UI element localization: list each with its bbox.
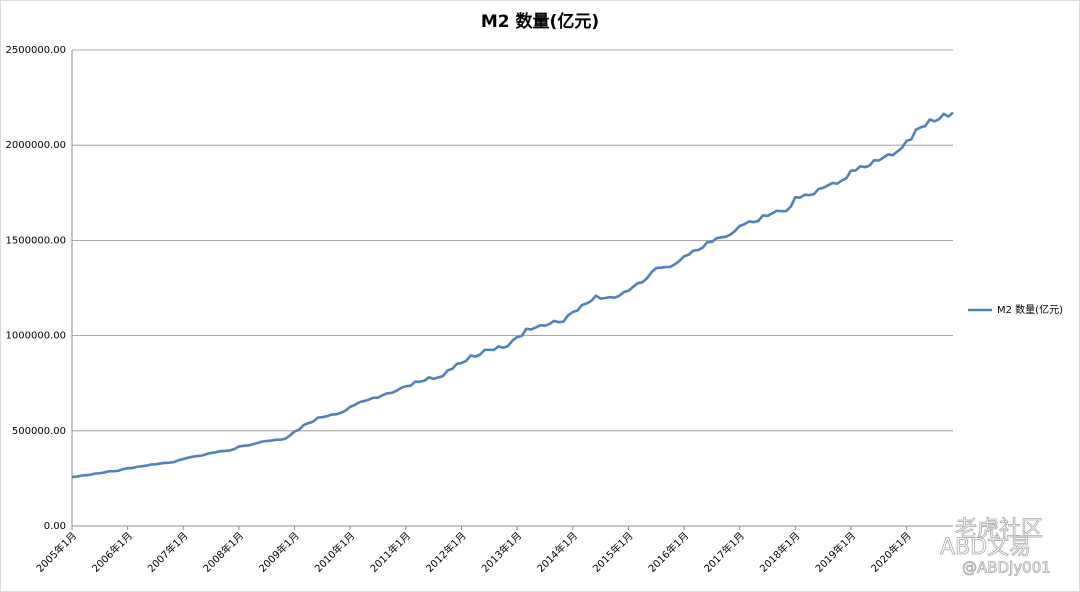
watermark-text: ABD文易	[940, 535, 1031, 560]
y-tick-label: 2000000.00	[6, 140, 66, 151]
y-tick-label: 1000000.00	[6, 331, 66, 342]
y-tick-label: 1500000.00	[6, 235, 66, 246]
chart-title: M2 数量(亿元)	[481, 11, 599, 32]
y-tick-label: 0.00	[44, 521, 66, 532]
watermark-text: @ABDjy001	[962, 559, 1051, 577]
y-tick-label: 2500000.00	[6, 45, 66, 56]
y-tick-label: 500000.00	[12, 426, 66, 437]
watermark: 老虎社区 ABD文易 @ABDjy001	[940, 517, 1052, 577]
watermark-text: 老虎社区	[955, 517, 1043, 542]
legend-label: M2 数量(亿元)	[997, 303, 1063, 316]
line-series	[71, 111, 954, 479]
